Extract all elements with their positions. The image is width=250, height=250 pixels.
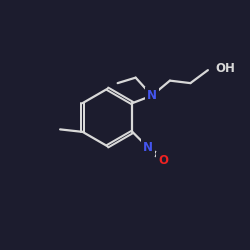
Text: O: O	[158, 154, 168, 167]
Text: N: N	[143, 141, 153, 154]
Text: OH: OH	[215, 62, 235, 74]
Text: N: N	[147, 89, 157, 102]
